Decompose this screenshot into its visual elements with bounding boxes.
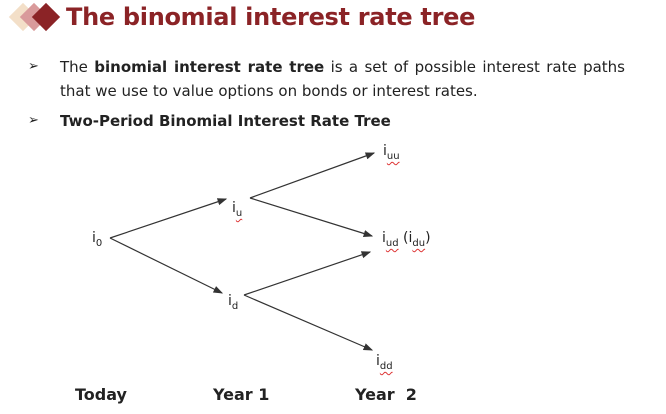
edge-i0-iu	[109, 198, 228, 239]
edge-iu-iuu	[249, 152, 376, 199]
node-idd: idd	[376, 353, 393, 372]
bullet-definition: The binomial interest rate tree is a set…	[60, 55, 625, 103]
period-label-today: Today	[75, 385, 127, 404]
edge-id-iud	[243, 251, 372, 296]
node-iuu: iuu	[383, 143, 400, 162]
bullet-subheading: Two-Period Binomial Interest Rate Tree	[60, 112, 391, 130]
bullet-bold-text: binomial interest rate tree	[94, 58, 325, 76]
edge-id-idd	[243, 294, 374, 351]
edge-iu-iud	[249, 197, 374, 237]
node-iud: iud (idu)	[382, 230, 431, 249]
bullet-text: The	[60, 58, 95, 76]
bullet-text: is a set of possible interest rate paths…	[60, 58, 625, 100]
arrowhead-bullet-icon: ➢	[28, 113, 39, 128]
node-iu: iu	[232, 200, 243, 219]
arrowhead-bullet-icon: ➢	[28, 59, 39, 74]
period-label-year2: Year 2	[355, 385, 417, 404]
node-i0: i0	[92, 230, 103, 249]
node-id: id	[228, 293, 239, 312]
page-title: The binomial interest rate tree	[66, 3, 476, 31]
period-label-year1: Year 1	[213, 385, 270, 404]
edge-i0-id	[109, 237, 224, 294]
